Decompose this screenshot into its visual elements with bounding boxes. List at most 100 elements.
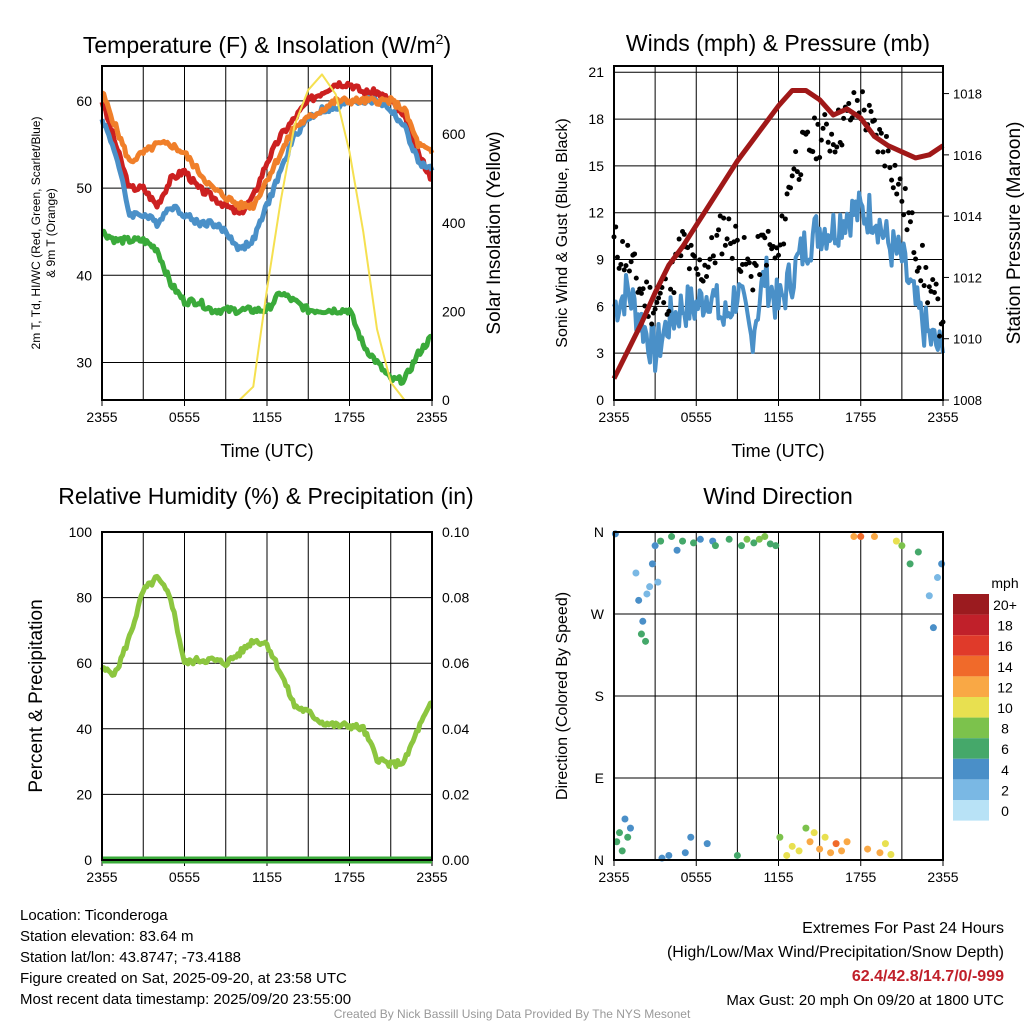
gust-point	[849, 115, 855, 121]
gust-point	[709, 235, 715, 241]
x-tick-label: 1755	[845, 409, 876, 425]
x-tick-label: 0555	[681, 409, 712, 425]
gust-point	[890, 185, 896, 191]
extremes-panel: Extremes For Past 24 Hours (High/Low/Max…	[667, 917, 1004, 1013]
y2-tick-label: 600	[442, 126, 466, 142]
gust-point	[793, 149, 799, 155]
gust-point	[632, 251, 638, 257]
colorbar-swatch	[953, 614, 989, 636]
gust-point	[668, 286, 674, 292]
direction-point	[665, 851, 673, 859]
y-tick-label: 80	[76, 590, 92, 606]
y2-tick-label: 1014	[953, 209, 982, 224]
direction-point	[635, 596, 643, 604]
gust-point	[726, 216, 732, 222]
x-axis-label: Time (UTC)	[731, 441, 824, 461]
gust-point	[712, 260, 718, 266]
gust-point	[616, 265, 622, 271]
x-tick-label: 0555	[169, 869, 200, 885]
y2-tick-label: 0.10	[442, 524, 469, 540]
gust-point	[811, 115, 817, 121]
gust-point	[700, 278, 706, 284]
direction-point	[681, 849, 689, 857]
extremes-title: Extremes For Past 24 Hours	[802, 920, 1004, 937]
gust-point	[681, 231, 687, 237]
gust-point	[918, 278, 924, 284]
gust-point	[916, 265, 922, 271]
colorbar-swatch	[953, 800, 989, 821]
y-tick-label: 30	[76, 355, 92, 371]
gust-point	[885, 148, 891, 154]
x-tick-label: 2355	[598, 409, 629, 425]
gust-point	[721, 215, 727, 221]
gust-point	[784, 191, 790, 197]
direction-point	[648, 560, 656, 568]
gust-point	[832, 149, 838, 155]
x-tick-label: 0555	[681, 869, 712, 885]
gust-point	[628, 259, 634, 265]
direction-point	[639, 617, 647, 625]
location: Location: Ticonderoga	[20, 907, 168, 924]
gust-point	[774, 245, 780, 251]
gust-point	[889, 177, 895, 183]
station-info: Location: Ticonderoga Station elevation:…	[20, 905, 351, 1010]
x-tick-label: 0555	[169, 409, 200, 425]
y2-tick-label: 200	[442, 303, 466, 319]
extremes-subtitle: (High/Low/Max Wind/Precipitation/Snow De…	[666, 944, 1004, 961]
gust-point	[657, 290, 663, 296]
colorbar-label: 12	[997, 679, 1013, 695]
gust-point	[834, 144, 840, 150]
direction-point	[679, 537, 687, 545]
direction-point	[821, 833, 829, 841]
direction-point	[755, 535, 763, 543]
x-tick-label: 1155	[252, 869, 282, 885]
gust-point	[745, 256, 751, 262]
gust-point	[676, 236, 682, 242]
gust-point	[671, 290, 677, 296]
direction-point	[802, 824, 810, 832]
y-axis-label: Sonic Wind & Gust (Blue, Black)	[554, 118, 571, 347]
gust-point	[798, 172, 804, 178]
gust-point	[710, 253, 716, 259]
direction-point	[864, 845, 872, 853]
gust-point	[919, 242, 925, 248]
y2-tick-label: 0.06	[442, 655, 469, 671]
gust-point	[640, 286, 646, 292]
gust-point	[894, 191, 900, 197]
gust-point	[787, 185, 793, 191]
gust-point	[926, 284, 932, 290]
gust-point	[779, 213, 785, 219]
direction-point	[832, 840, 840, 848]
gust-point	[757, 272, 763, 278]
gust-point	[925, 300, 931, 306]
colorbar-swatch	[953, 717, 989, 739]
gust-point	[829, 131, 835, 137]
direction-point	[881, 840, 889, 848]
colorbar-label: 2	[1001, 782, 1009, 798]
y2-tick-label: 0	[442, 392, 450, 408]
direction-point	[646, 583, 654, 591]
x-tick-label: 2355	[86, 409, 117, 425]
y2-tick-label: 1008	[953, 393, 982, 408]
y-tick-label: 3	[596, 345, 604, 361]
direction-point	[737, 542, 745, 550]
direction-point	[906, 560, 914, 568]
x-tick-label: 1755	[845, 869, 876, 885]
gust-point	[789, 173, 795, 179]
x-tick-label: 2355	[86, 869, 117, 885]
extremes-values: 62.4/42.8/14.7/0/-999	[851, 968, 1004, 985]
direction-point	[772, 542, 780, 550]
y-tick-label: S	[595, 688, 604, 704]
gust-point	[854, 97, 860, 103]
title-part: 2	[436, 31, 444, 47]
colorbar-label: 8	[1001, 721, 1009, 737]
y2-tick-label: 1010	[953, 332, 982, 347]
direction-point	[870, 533, 878, 541]
x-tick-label: 1155	[763, 869, 793, 885]
y-axis-label: 2m T, Td, HI/WC (Red, Green, Scarlet/Blu…	[29, 117, 43, 350]
gust-point	[913, 256, 919, 262]
gust-point	[750, 287, 756, 293]
lat-lon: Station lat/lon: 43.8747; -73.4188	[20, 949, 242, 966]
y2-tick-label: 0.02	[442, 786, 469, 802]
gust-point	[883, 133, 889, 139]
